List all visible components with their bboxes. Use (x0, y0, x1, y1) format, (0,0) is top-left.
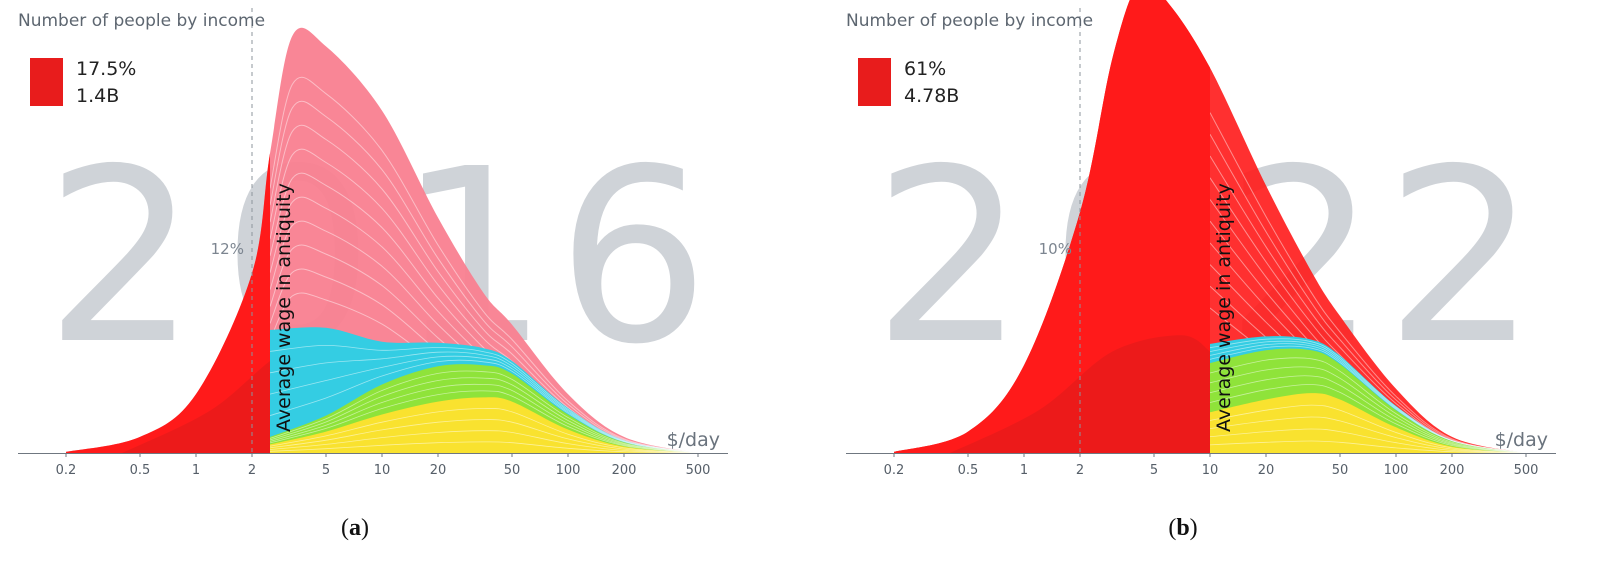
flow-line (1209, 428, 1527, 454)
flow-line (269, 441, 699, 454)
panel-caption: (b) (1168, 515, 1198, 541)
legend-count: 4.78B (904, 85, 960, 107)
x-tick-label: 20 (1258, 463, 1275, 478)
series-area-yellow (1210, 393, 1526, 453)
chart-svg: 20 2 2 10% Average wage in antiquity $/day 0.2… (846, 0, 1556, 478)
panel-caption: (a) (341, 515, 369, 541)
flow-line (1209, 416, 1527, 454)
chart-panel-a: 20 1 6 12% Average wage in antiquity $/day 0.2… (18, 0, 738, 575)
year-watermark-digit: 6 (557, 117, 710, 397)
flow-line (1209, 134, 1527, 454)
flow-line (269, 408, 699, 454)
legend-percent: 17.5% (76, 58, 137, 80)
reference-line-label: 12% (211, 240, 244, 258)
flow-line (1209, 404, 1527, 454)
flow-line (1209, 112, 1527, 454)
x-tick-label: 2 (248, 463, 256, 478)
x-tick-label: 2 (1076, 463, 1084, 478)
flow-line (269, 430, 699, 454)
legend-swatch (30, 58, 63, 106)
x-tick-label: 0.2 (884, 463, 905, 478)
x-tick-label: 200 (1440, 463, 1465, 478)
x-tick-label: 0.5 (130, 463, 151, 478)
x-tick-label: 0.5 (958, 463, 979, 478)
x-tick-label: 50 (1332, 463, 1349, 478)
flow-line (269, 377, 699, 454)
flow-line (269, 76, 699, 454)
flow-line (269, 370, 699, 454)
x-tick-label: 500 (686, 463, 711, 478)
flow-line (269, 100, 699, 454)
x-tick-label: 5 (322, 463, 330, 478)
legend-count: 1.4B (76, 85, 120, 107)
x-tick-label: 100 (1384, 463, 1409, 478)
flow-line (269, 390, 699, 454)
flow-line (1209, 357, 1527, 454)
year-watermark-digit: 2 (873, 117, 1026, 397)
legend-percent: 61% (904, 58, 947, 80)
chart-title: Number of people by income (18, 11, 266, 31)
legend-swatch (858, 58, 891, 106)
x-tick-label: 1 (1020, 463, 1028, 478)
x-tick-label: 200 (612, 463, 637, 478)
x-tick-label: 10 (1202, 463, 1219, 478)
x-tick-label: 50 (504, 463, 521, 478)
highlight-area (66, 153, 271, 453)
flow-line (1209, 384, 1527, 454)
highlight-area (894, 0, 1210, 453)
x-tick-label: 500 (1514, 463, 1539, 478)
chart-panel-b: 20 2 2 10% Average wage in antiquity $/day 0.2… (846, 0, 1566, 575)
year-watermark-digit: 2 (45, 117, 198, 397)
x-tick-label: 1 (192, 463, 200, 478)
chart-title: Number of people by income (846, 11, 1094, 31)
x-tick-label: 0.2 (56, 463, 77, 478)
x-tick-label: 10 (374, 463, 391, 478)
x-axis-unit-label: $/day (667, 429, 720, 451)
flow-line (1209, 338, 1527, 454)
flow-line (269, 355, 699, 454)
reference-line-label: 10% (1039, 240, 1072, 258)
flow-line (1209, 375, 1527, 454)
series-area-yellow (270, 397, 698, 453)
x-tick-label: 100 (556, 463, 581, 478)
chart-svg: 20 1 6 12% Average wage in antiquity $/day 0.2… (18, 8, 728, 478)
flow-line (1209, 366, 1527, 454)
flow-line (1209, 440, 1527, 454)
highlight-inner-hump (122, 351, 271, 453)
x-axis-unit-label: $/day (1495, 429, 1548, 451)
antiquity-wage-label: Average wage in antiquity (1213, 183, 1235, 432)
x-tick-label: 5 (1150, 463, 1158, 478)
flow-line (269, 419, 699, 454)
flow-line (269, 344, 699, 454)
flow-line (269, 359, 699, 454)
flow-line (269, 351, 699, 454)
x-tick-label: 20 (430, 463, 447, 478)
year-watermark-digit: 2 (1385, 117, 1538, 397)
antiquity-wage-label: Average wage in antiquity (273, 183, 295, 432)
flow-line (269, 383, 699, 454)
